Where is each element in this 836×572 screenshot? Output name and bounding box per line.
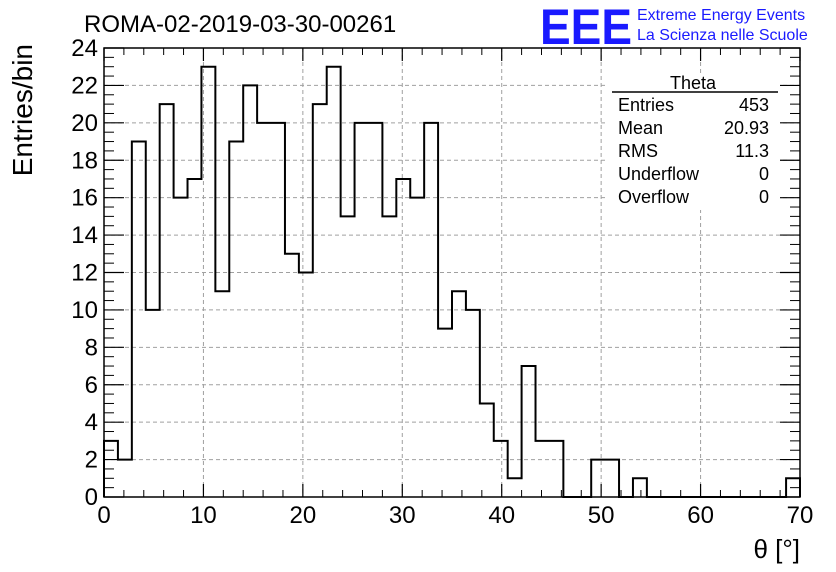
y-tick-label: 10 <box>71 297 98 324</box>
histogram-bin <box>452 291 466 497</box>
histogram-bin <box>229 142 243 497</box>
stats-value: 0 <box>759 164 769 184</box>
histogram-bin <box>188 179 202 497</box>
axis-ticks <box>103 47 801 498</box>
y-tick-label: 6 <box>85 372 98 399</box>
stats-value: 0 <box>759 187 769 207</box>
histogram-bin <box>591 460 605 497</box>
stats-label: Overflow <box>618 187 690 207</box>
histogram-bin <box>605 460 619 497</box>
x-tick-label: 50 <box>588 502 615 529</box>
stats-value: 11.3 <box>735 141 769 161</box>
histogram-bin <box>341 216 355 497</box>
y-tick-label: 22 <box>71 72 98 99</box>
x-tick-label: 60 <box>687 502 714 529</box>
histogram-bin <box>536 441 550 497</box>
histogram-bin <box>480 403 494 497</box>
x-tick-label: 70 <box>787 502 814 529</box>
stats-label: Entries <box>618 95 674 115</box>
x-axis-label: θ [°] <box>753 534 800 564</box>
chart-title: ROMA-02-2019-03-30-00261 <box>84 11 396 38</box>
histogram-bin <box>633 478 647 497</box>
stats-box: Theta Entries 453 Mean 20.93 RMS 11.3 Underflo… <box>608 73 780 210</box>
y-tick-label: 14 <box>71 222 98 249</box>
stats-value: 20.93 <box>724 118 769 138</box>
histogram-bin <box>243 85 257 497</box>
histogram-bin <box>382 216 396 497</box>
logo-line2: La Scienza nelle Scuole <box>637 27 808 44</box>
x-tick-label: 30 <box>389 502 416 529</box>
stats-box-background <box>608 74 780 210</box>
histogram-bin <box>132 142 146 497</box>
y-tick-label: 24 <box>71 35 98 62</box>
y-tick-label: 4 <box>85 409 98 436</box>
y-axis-label: Entries/bin <box>7 44 38 176</box>
histogram-bin <box>466 310 480 497</box>
x-tick-label: 0 <box>97 502 110 529</box>
x-tick-label: 40 <box>488 502 515 529</box>
histogram-bin <box>215 291 229 497</box>
histogram-outline <box>103 65 801 498</box>
histogram-bin <box>494 441 508 497</box>
histogram-bin <box>549 441 563 497</box>
stats-value: 453 <box>739 95 769 115</box>
logo-line1: Extreme Energy Events <box>637 7 805 24</box>
y-tick-label: 12 <box>71 260 98 287</box>
stats-title: Theta <box>670 73 717 93</box>
histogram-bin <box>313 104 327 497</box>
y-tick-label: 8 <box>85 334 98 361</box>
stats-label: Underflow <box>618 164 700 184</box>
y-tick-label: 20 <box>71 110 98 137</box>
grid-lines <box>104 48 800 497</box>
histogram-bin <box>396 179 410 497</box>
y-tick-label: 16 <box>71 185 98 212</box>
stats-label: Mean <box>618 118 663 138</box>
y-tick-label: 2 <box>85 447 98 474</box>
stats-rows: Entries 453 Mean 20.93 RMS 11.3 Underflow 0 Over… <box>618 95 769 207</box>
stats-label: RMS <box>618 141 658 161</box>
histogram-bin <box>522 366 536 497</box>
y-tick-label: 18 <box>71 147 98 174</box>
histogram-bin <box>285 254 299 497</box>
histogram-bin <box>327 67 341 497</box>
histogram-bin <box>508 478 522 497</box>
logo: EEE Extreme Energy Events La Scienza nel… <box>540 0 808 55</box>
histogram-bin <box>160 104 174 497</box>
y-tick-label: 0 <box>85 484 98 511</box>
x-tick-label: 20 <box>290 502 317 529</box>
histogram-bin <box>438 329 452 497</box>
x-tick-labels: 0 10 20 30 40 50 60 70 <box>97 502 813 529</box>
x-tick-label: 10 <box>190 502 217 529</box>
histogram-bin <box>146 310 160 497</box>
histogram-bin <box>118 460 132 497</box>
logo-mark: EEE <box>540 0 632 55</box>
